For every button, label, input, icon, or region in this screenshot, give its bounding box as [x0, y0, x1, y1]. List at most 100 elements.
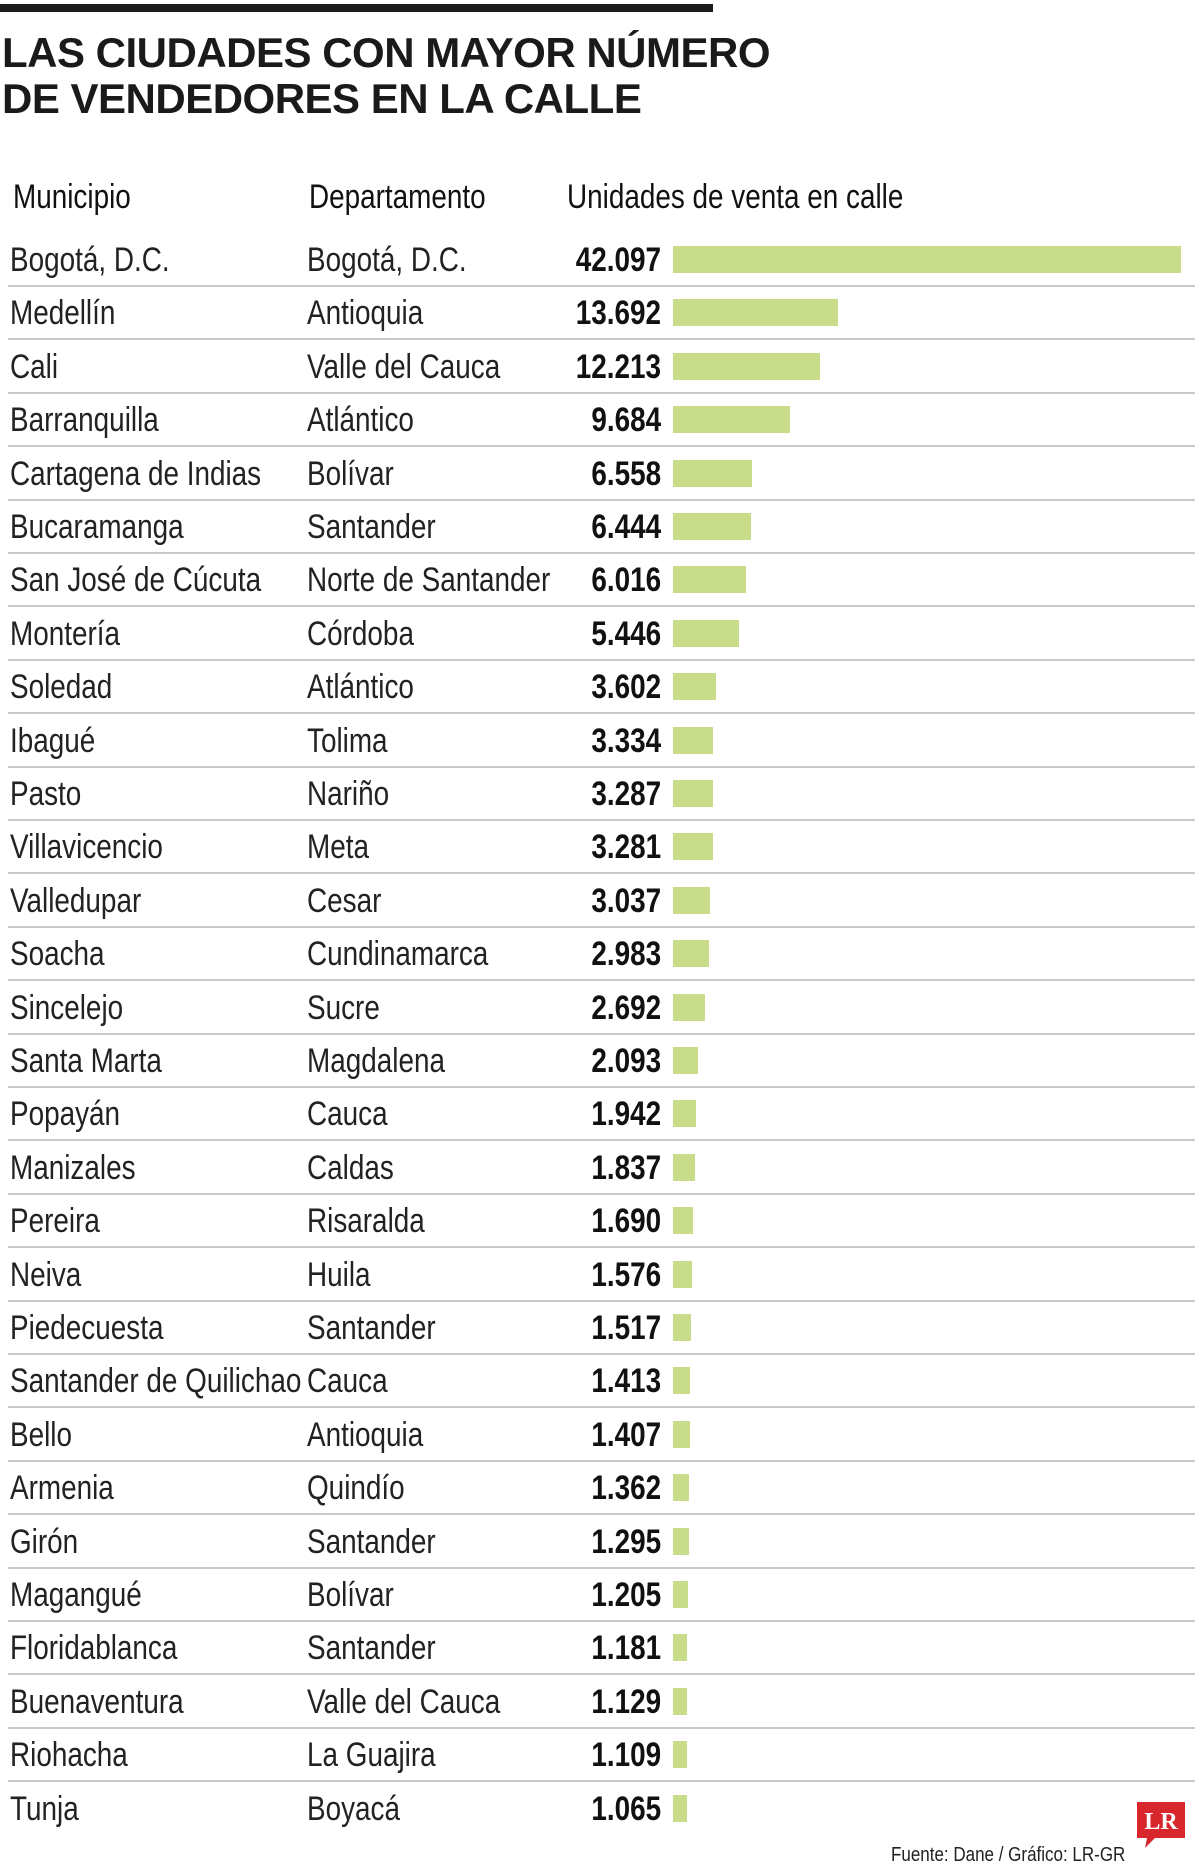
departamento-cell: Córdoba — [307, 614, 414, 653]
row-divider — [8, 712, 1195, 715]
municipio-cell: Riohacha — [10, 1736, 128, 1775]
row-divider — [8, 1513, 1195, 1516]
municipio-cell: Montería — [10, 614, 121, 653]
table-row: Barranquilla Atlántico 9.684 — [0, 394, 1195, 448]
departamento-cell: Antioquia — [307, 1415, 424, 1454]
bar — [673, 1474, 690, 1502]
departamento-cell: Tolima — [307, 721, 388, 760]
value-label: 1.407 — [591, 1415, 661, 1454]
departamento-cell: Sucre — [307, 988, 380, 1027]
value-label: 3.287 — [591, 775, 661, 813]
value-label: 42.097 — [575, 241, 661, 279]
table-row: Neiva Huila 1.576 — [0, 1249, 1195, 1302]
table-row: Tunja Boyacá 1.065 — [0, 1783, 1195, 1836]
municipio-cell: Buenaventura — [10, 1682, 184, 1721]
municipio-cell: Magangué — [10, 1576, 142, 1614]
table-row: Villavicencio Meta 3.281 — [0, 821, 1195, 875]
logo-shape — [1137, 1802, 1185, 1848]
bar — [673, 1100, 697, 1128]
bar — [673, 299, 839, 327]
departamento-cell: Caldas — [307, 1148, 394, 1187]
bar — [673, 1794, 687, 1822]
value-label: 1.295 — [591, 1522, 661, 1561]
value-label: 1.065 — [591, 1789, 661, 1828]
municipio-cell: Floridablanca — [10, 1629, 178, 1668]
row-divider — [8, 658, 1195, 661]
table-row: Soledad Atlántico 3.602 — [0, 661, 1195, 715]
municipio-cell: San José de Cúcuta — [10, 561, 262, 600]
value-label: 1.205 — [591, 1576, 661, 1614]
bar — [673, 673, 717, 701]
bar — [673, 1207, 694, 1235]
departamento-cell: Meta — [307, 828, 369, 867]
bar — [673, 886, 710, 914]
bar — [673, 1687, 687, 1715]
bar — [673, 1741, 687, 1769]
bar — [673, 833, 713, 861]
bar — [673, 1581, 688, 1608]
table-row: Bucaramanga Santander 6.444 — [0, 501, 1195, 554]
value-label: 1.837 — [591, 1148, 661, 1187]
row-divider — [8, 872, 1195, 875]
value-label: 2.692 — [591, 988, 661, 1027]
municipio-cell: Popayán — [10, 1095, 121, 1134]
municipio-cell: Manizales — [10, 1148, 136, 1187]
table-row: Sincelejo Sucre 2.692 — [0, 982, 1195, 1035]
municipio-cell: Cali — [10, 347, 59, 386]
row-divider — [8, 979, 1195, 982]
bar — [673, 1153, 696, 1181]
table-row: Santander de Quilichao Cauca 1.413 — [0, 1355, 1195, 1409]
departamento-cell: Santander — [307, 1309, 436, 1347]
source-footer: Fuente: Dane / Gráfico: LR-GR — [891, 1844, 1126, 1866]
value-label: 2.093 — [591, 1042, 661, 1080]
departamento-cell: Boyacá — [307, 1789, 400, 1828]
row-divider — [8, 1192, 1195, 1195]
value-label: 3.334 — [591, 721, 661, 760]
municipio-cell: Santa Marta — [10, 1042, 162, 1080]
municipio-cell: Bucaramanga — [10, 508, 184, 546]
table-row: Armenia Quindío 1.362 — [0, 1462, 1195, 1516]
title-line-1: LAS CIUDADES CON MAYOR NÚMERO — [2, 29, 771, 76]
row-divider — [8, 925, 1195, 928]
value-label: 9.684 — [591, 401, 661, 440]
value-label: 3.037 — [591, 881, 661, 920]
row-divider — [8, 1299, 1195, 1302]
departamento-cell: La Guajira — [307, 1736, 436, 1775]
value-label: 1.690 — [591, 1202, 661, 1241]
row-divider — [8, 285, 1195, 287]
row-divider — [8, 1459, 1195, 1462]
bar — [673, 406, 790, 434]
row-divider — [8, 819, 1195, 821]
row-divider — [8, 1246, 1195, 1249]
bar — [673, 1527, 689, 1555]
header-departamento: Departamento — [309, 178, 486, 216]
municipio-cell: Piedecuesta — [10, 1309, 164, 1347]
bar — [673, 1314, 692, 1341]
table-row: Pereira Risaralda 1.690 — [0, 1195, 1195, 1249]
row-divider — [8, 445, 1195, 448]
value-label: 1.517 — [591, 1309, 661, 1347]
bar — [673, 566, 746, 594]
value-label: 1.362 — [591, 1469, 661, 1508]
value-label: 1.129 — [591, 1682, 661, 1721]
row-divider — [8, 605, 1195, 608]
table-row: Girón Santander 1.295 — [0, 1516, 1195, 1569]
departamento-cell: Norte de Santander — [307, 561, 551, 600]
bar — [673, 726, 714, 754]
municipio-cell: Villavicencio — [10, 828, 163, 867]
bar — [673, 246, 1181, 273]
municipio-cell: Bello — [10, 1415, 72, 1454]
title-line-2: DE VENDEDORES EN LA CALLE — [2, 75, 642, 122]
row-divider — [8, 338, 1195, 341]
value-label: 1.181 — [591, 1629, 661, 1668]
row-divider — [8, 1566, 1195, 1569]
table-row: Piedecuesta Santander 1.517 — [0, 1302, 1195, 1355]
chart-title: LAS CIUDADES CON MAYOR NÚMERO DE VENDEDO… — [2, 29, 771, 122]
table-row: Cali Valle del Cauca 12.213 — [0, 341, 1195, 394]
table-row: Riohacha La Guajira 1.109 — [0, 1729, 1195, 1783]
municipio-cell: Barranquilla — [10, 401, 159, 440]
value-label: 1.109 — [591, 1736, 661, 1775]
value-label: 5.446 — [591, 614, 661, 653]
row-divider — [8, 391, 1195, 394]
municipio-cell: Tunja — [10, 1789, 79, 1828]
